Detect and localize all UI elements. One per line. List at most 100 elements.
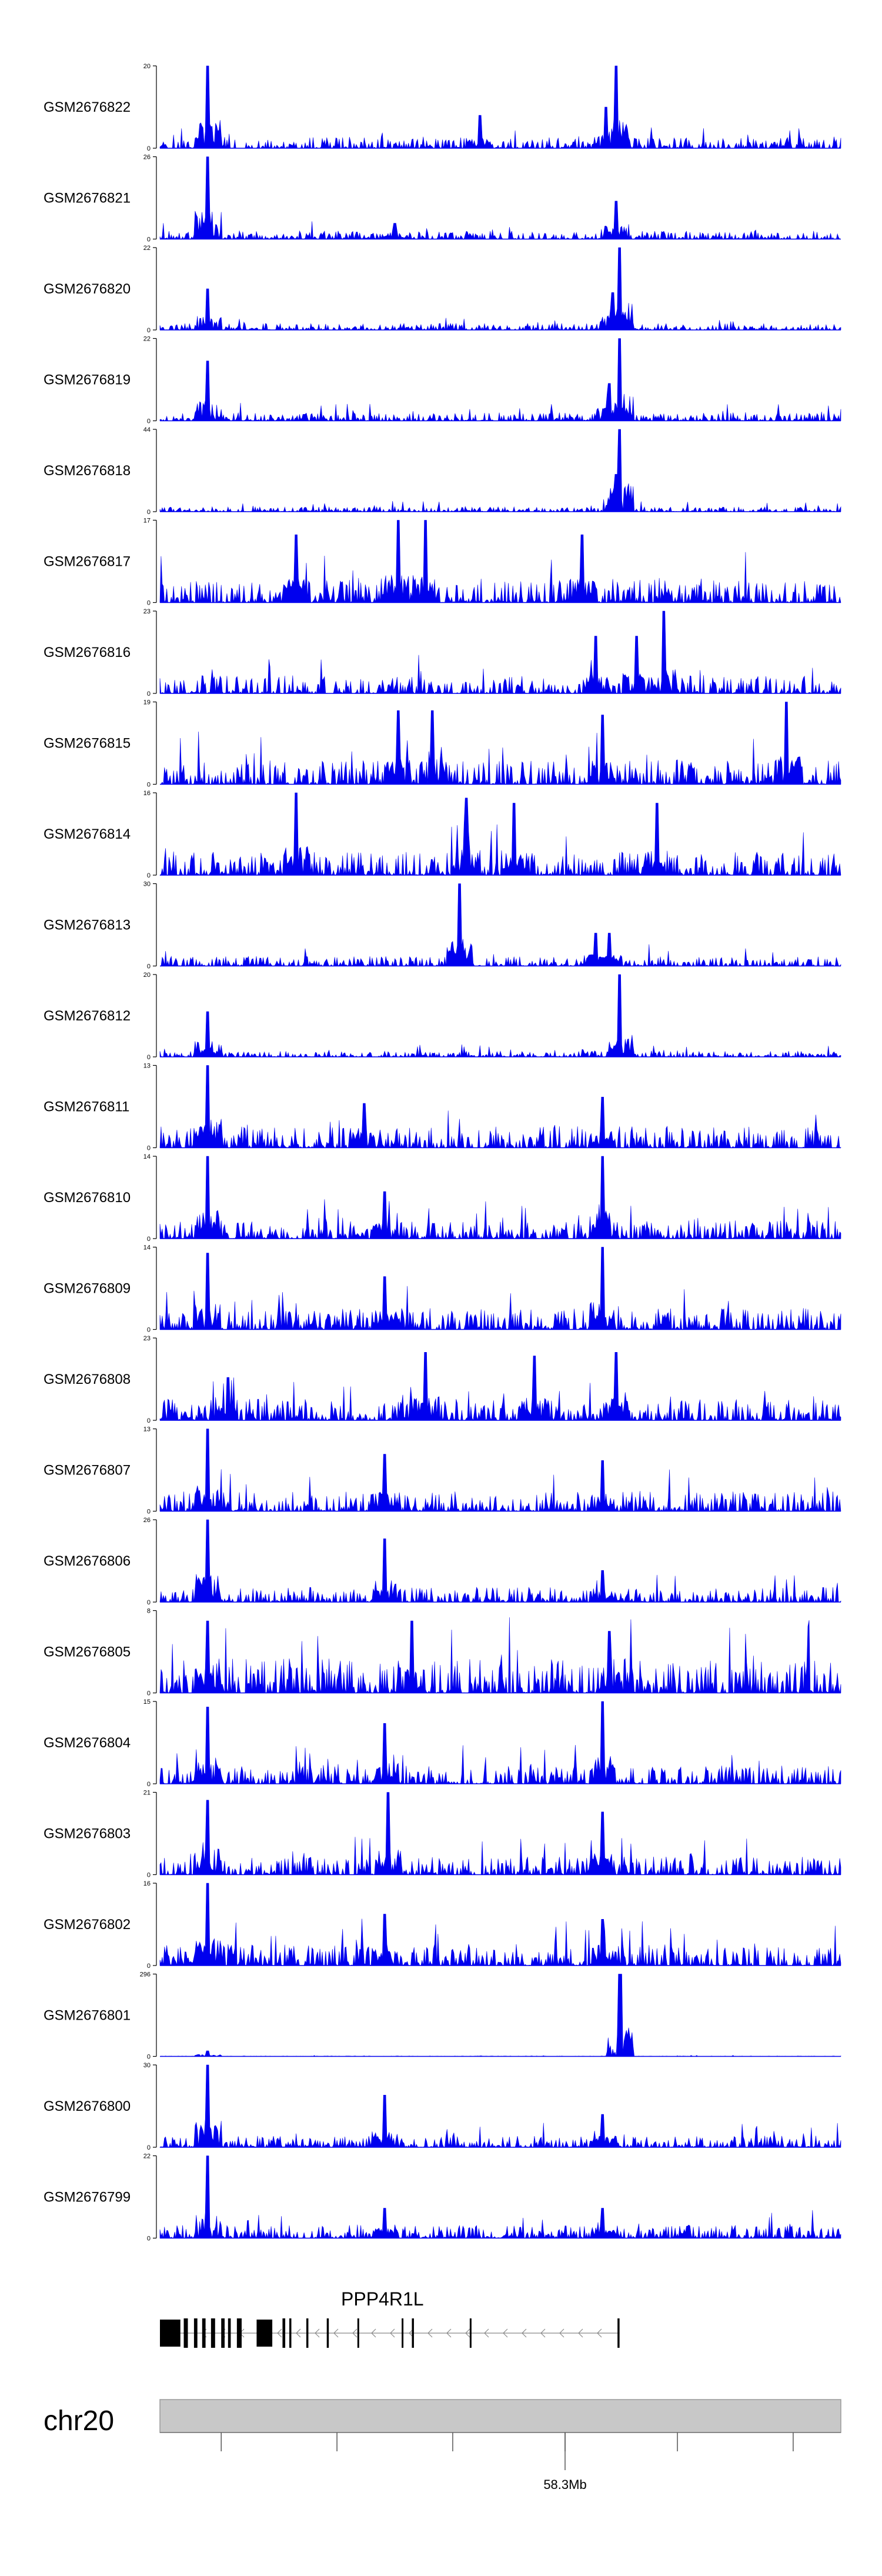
signal-area xyxy=(159,338,841,422)
chromosome-name: chr20 xyxy=(44,2405,114,2437)
track-label: GSM2676809 xyxy=(44,1281,131,1297)
exon-14 xyxy=(357,2318,359,2348)
y-max-label: 26 xyxy=(143,1517,151,1524)
exon-8 xyxy=(236,2318,242,2348)
exon-1 xyxy=(160,2320,181,2347)
y-max-label: 17 xyxy=(143,518,151,525)
y-min-label: 0 xyxy=(147,2235,151,2243)
y-min-label: 0 xyxy=(147,600,151,607)
strand-arrow xyxy=(333,2328,339,2338)
strand-arrow xyxy=(352,2328,358,2338)
signal-area xyxy=(159,1429,841,1512)
strand-arrow xyxy=(390,2328,395,2338)
track-label: GSM2676821 xyxy=(44,191,131,206)
strand-arrow xyxy=(503,2328,508,2338)
strand-arrow xyxy=(484,2328,489,2338)
track-label: GSM2676804 xyxy=(44,1735,131,1751)
track-GSM2676808: GSM2676808 23 0 xyxy=(44,1335,841,1424)
exon-7 xyxy=(228,2318,231,2348)
track-GSM2676822: GSM2676822 20 0 xyxy=(44,63,841,152)
track-GSM2676816: GSM2676816 23 0 xyxy=(44,608,841,698)
y-min-label: 0 xyxy=(147,1872,151,1879)
y-min-label: 0 xyxy=(147,327,151,334)
y-min-label: 0 xyxy=(147,872,151,879)
exon-13 xyxy=(326,2318,329,2348)
signal-area xyxy=(159,429,841,513)
exon-3 xyxy=(193,2318,198,2348)
y-min-label: 0 xyxy=(147,1599,151,1606)
signal-area xyxy=(159,2155,841,2239)
signal-area xyxy=(159,156,841,240)
signal-area xyxy=(159,520,841,603)
track-label: GSM2676819 xyxy=(44,372,131,388)
exon-10 xyxy=(282,2318,286,2348)
track-label: GSM2676820 xyxy=(44,281,131,297)
signal-area xyxy=(159,1519,841,1603)
strand-arrow xyxy=(522,2328,527,2338)
track-GSM2676811: GSM2676811 13 0 xyxy=(44,1063,841,1152)
track-GSM2676802: GSM2676802 16 0 xyxy=(44,1880,841,1970)
y-max-label: 13 xyxy=(143,1063,151,1070)
y-max-label: 30 xyxy=(143,2062,151,2069)
y-min-label: 0 xyxy=(147,1236,151,1243)
y-min-label: 0 xyxy=(147,1509,151,1516)
y-max-label: 8 xyxy=(147,1608,151,1615)
y-max-label: 296 xyxy=(140,1971,151,1978)
y-min-label: 0 xyxy=(147,690,151,698)
strand-arrow xyxy=(446,2328,452,2338)
y-max-label: 22 xyxy=(143,2153,151,2160)
y-max-label: 20 xyxy=(143,63,151,70)
track-GSM2676807: GSM2676807 13 0 xyxy=(44,1426,841,1516)
y-min-label: 0 xyxy=(147,1327,151,1334)
signal-area xyxy=(159,1065,841,1149)
strand-arrow xyxy=(597,2328,602,2338)
y-min-label: 0 xyxy=(147,963,151,970)
y-min-label: 0 xyxy=(147,2144,151,2151)
signal-area xyxy=(159,1701,841,1785)
y-max-label: 14 xyxy=(143,1244,151,1252)
signal-area xyxy=(159,1883,841,1967)
exon-11 xyxy=(289,2318,292,2348)
strand-arrow xyxy=(371,2328,376,2338)
signal-area xyxy=(159,1247,841,1330)
y-max-label: 23 xyxy=(143,608,151,615)
exon-2 xyxy=(183,2318,188,2348)
track-label: GSM2676800 xyxy=(44,2098,131,2114)
y-min-label: 0 xyxy=(147,782,151,789)
signal-area xyxy=(159,974,841,1058)
exon-17 xyxy=(469,2318,472,2348)
signal-area xyxy=(159,702,841,785)
track-GSM2676800: GSM2676800 30 0 xyxy=(44,2062,841,2151)
strand-arrow xyxy=(540,2328,546,2338)
track-GSM2676813: GSM2676813 30 0 xyxy=(44,881,841,970)
gene-track: PPP4R1L xyxy=(160,2288,620,2348)
gene-name: PPP4R1L xyxy=(341,2288,424,2310)
track-label: GSM2676803 xyxy=(44,1826,131,1842)
y-min-label: 0 xyxy=(147,1963,151,1970)
signal-area xyxy=(159,1617,841,1694)
y-max-label: 16 xyxy=(143,790,151,797)
y-max-label: 20 xyxy=(143,972,151,979)
track-GSM2676810: GSM2676810 14 0 xyxy=(44,1153,841,1243)
exon-16 xyxy=(412,2318,414,2348)
track-GSM2676805: GSM2676805 8 0 xyxy=(44,1608,841,1697)
track-label: GSM2676812 xyxy=(44,1008,131,1024)
track-label: GSM2676822 xyxy=(44,99,131,115)
track-label: GSM2676802 xyxy=(44,1917,131,1933)
track-GSM2676799: GSM2676799 22 0 xyxy=(44,2153,841,2243)
chromosome-ideogram: chr20 58.3Mb xyxy=(44,2399,841,2492)
y-min-label: 0 xyxy=(147,2054,151,2061)
signal-area xyxy=(159,247,841,331)
track-label: GSM2676808 xyxy=(44,1372,131,1387)
y-max-label: 19 xyxy=(143,699,151,706)
exon-12 xyxy=(306,2318,309,2348)
signal-area xyxy=(159,1352,841,1422)
exon-4 xyxy=(202,2318,206,2348)
strand-arrow xyxy=(296,2328,301,2338)
track-GSM2676809: GSM2676809 14 0 xyxy=(44,1244,841,1334)
signal-area xyxy=(159,2064,841,2148)
exon-5 xyxy=(211,2318,215,2348)
y-max-label: 22 xyxy=(143,336,151,343)
y-max-label: 13 xyxy=(143,1426,151,1433)
